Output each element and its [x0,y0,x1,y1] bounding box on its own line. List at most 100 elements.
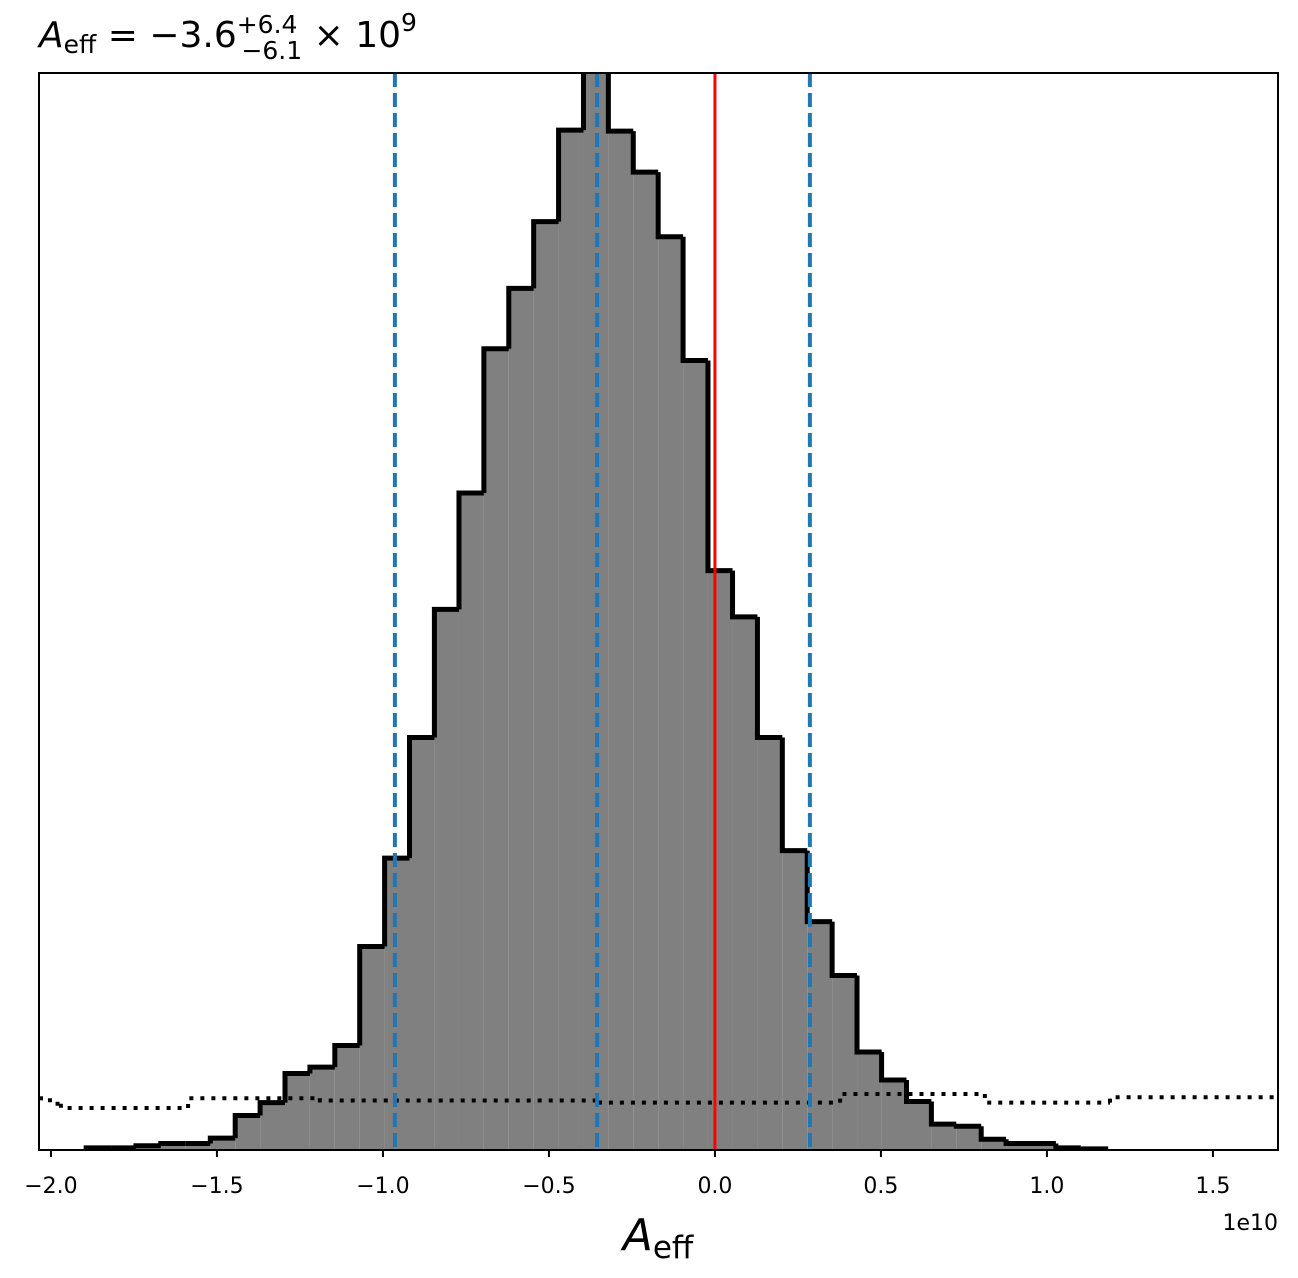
histogram-outline [854,975,882,1055]
prior-step [838,1092,985,1103]
histogram-bar [409,737,435,1150]
x-label-subscript: eff [653,1230,694,1266]
histogram-outline [605,73,634,134]
histogram-outline [332,1043,360,1068]
histogram-outline [282,1071,310,1103]
prior-step [1108,1095,1278,1103]
title-exponent: 9 [401,8,417,37]
histogram-outline [928,1101,957,1127]
histogram-outline [779,737,808,854]
histogram-bar [583,73,609,1150]
axes-frame [38,72,1279,1151]
histogram-outline [556,127,584,222]
histogram-bar [483,348,509,1150]
histogram-outline [307,1064,335,1074]
histogram-outline [1003,1139,1031,1147]
x-label-symbol: A [620,1210,653,1261]
histogram-bar [285,1073,310,1150]
histogram-outline [133,1143,161,1149]
x-tick-label: 0.0 [697,1174,732,1199]
histogram-outline [953,1123,982,1129]
x-tick-label: 1.0 [1029,1174,1064,1199]
histogram-bar [359,946,385,1150]
histogram-bar [732,616,758,1150]
x-tick-label: 0.5 [863,1174,898,1199]
prior-step [186,1096,320,1108]
histogram-bar [683,360,708,1150]
histogram-bar [857,1051,882,1150]
histogram-bar [782,850,808,1150]
plot-area [39,73,1278,1150]
histogram-outline [232,1113,261,1139]
prior-step [317,1098,601,1103]
histogram-outline [829,921,858,979]
histogram-outline [257,1100,286,1116]
histogram-outline [407,735,435,859]
histogram-outline [978,1126,1007,1142]
x-tick-label: 1.5 [1195,1174,1230,1199]
histogram-bar [1030,1143,1056,1150]
histogram-bar [633,172,659,1150]
x-axis-label: Aeff [620,1210,694,1266]
x-tick-label: −2.0 [24,1174,77,1199]
histogram-outline [730,570,758,620]
histogram-outline [705,360,733,574]
chart-title: Aeff = −3.6+6.4 −6.1 × 109 [37,8,417,65]
histogram-bar [881,1079,907,1150]
histogram-outline [1053,1143,1081,1150]
histogram-bar [533,221,559,1150]
histogram-outline [630,131,659,175]
histogram-bar [956,1126,982,1150]
histogram-bar [757,737,783,1150]
x-tick-label: −1.0 [356,1174,409,1199]
histogram-outline [804,850,833,925]
x-tick-label: −0.5 [522,1174,575,1199]
histogram-bar [608,131,634,1150]
histogram-bar [931,1124,957,1150]
histogram-outline [903,1079,932,1105]
title-value: = −3.6 [96,15,236,56]
prior-step [47,1098,61,1106]
histogram-bar [185,1143,211,1150]
prior-step [598,1100,841,1105]
x-offset-label: 1e10 [1222,1211,1278,1236]
histogram-outline [207,1135,236,1144]
histogram-bar [558,130,584,1150]
histogram-bar [334,1045,360,1150]
histogram-outline [456,490,484,610]
histogram-outline [680,236,708,364]
histogram-bar [981,1139,1007,1150]
histogram-bar [235,1115,261,1150]
histogram-outline [580,73,586,131]
histogram-bar [707,570,733,1150]
histogram-bar [906,1101,932,1150]
prior-step [982,1094,1111,1105]
histogram-bar [309,1067,335,1150]
histogram-bar [210,1138,236,1150]
histogram-bar [508,288,534,1150]
histogram-bar [384,858,410,1150]
x-tick-label: −1.5 [190,1174,243,1199]
histogram-outline [506,285,534,349]
histogram-bar [458,493,484,1150]
histogram-bar [160,1143,186,1150]
histogram-outline [879,1051,907,1083]
histogram-bar [658,236,684,1150]
histogram-bar [1006,1143,1031,1150]
histogram-outline [382,855,410,947]
title-lower: −6.1 [241,36,302,65]
title-symbol: A [37,15,64,56]
histogram-outline [655,172,684,240]
histogram-outline [431,606,459,738]
histogram-bar [434,609,459,1150]
histogram-outline [481,346,509,494]
title-times: × 10 [302,15,401,56]
histogram-outline [158,1141,186,1147]
title-upper: +6.4 [237,10,298,39]
histogram-bar [260,1102,286,1150]
title-subscript: eff [64,30,97,59]
histogram-outline [357,943,385,1046]
histogram-outline [531,219,559,289]
